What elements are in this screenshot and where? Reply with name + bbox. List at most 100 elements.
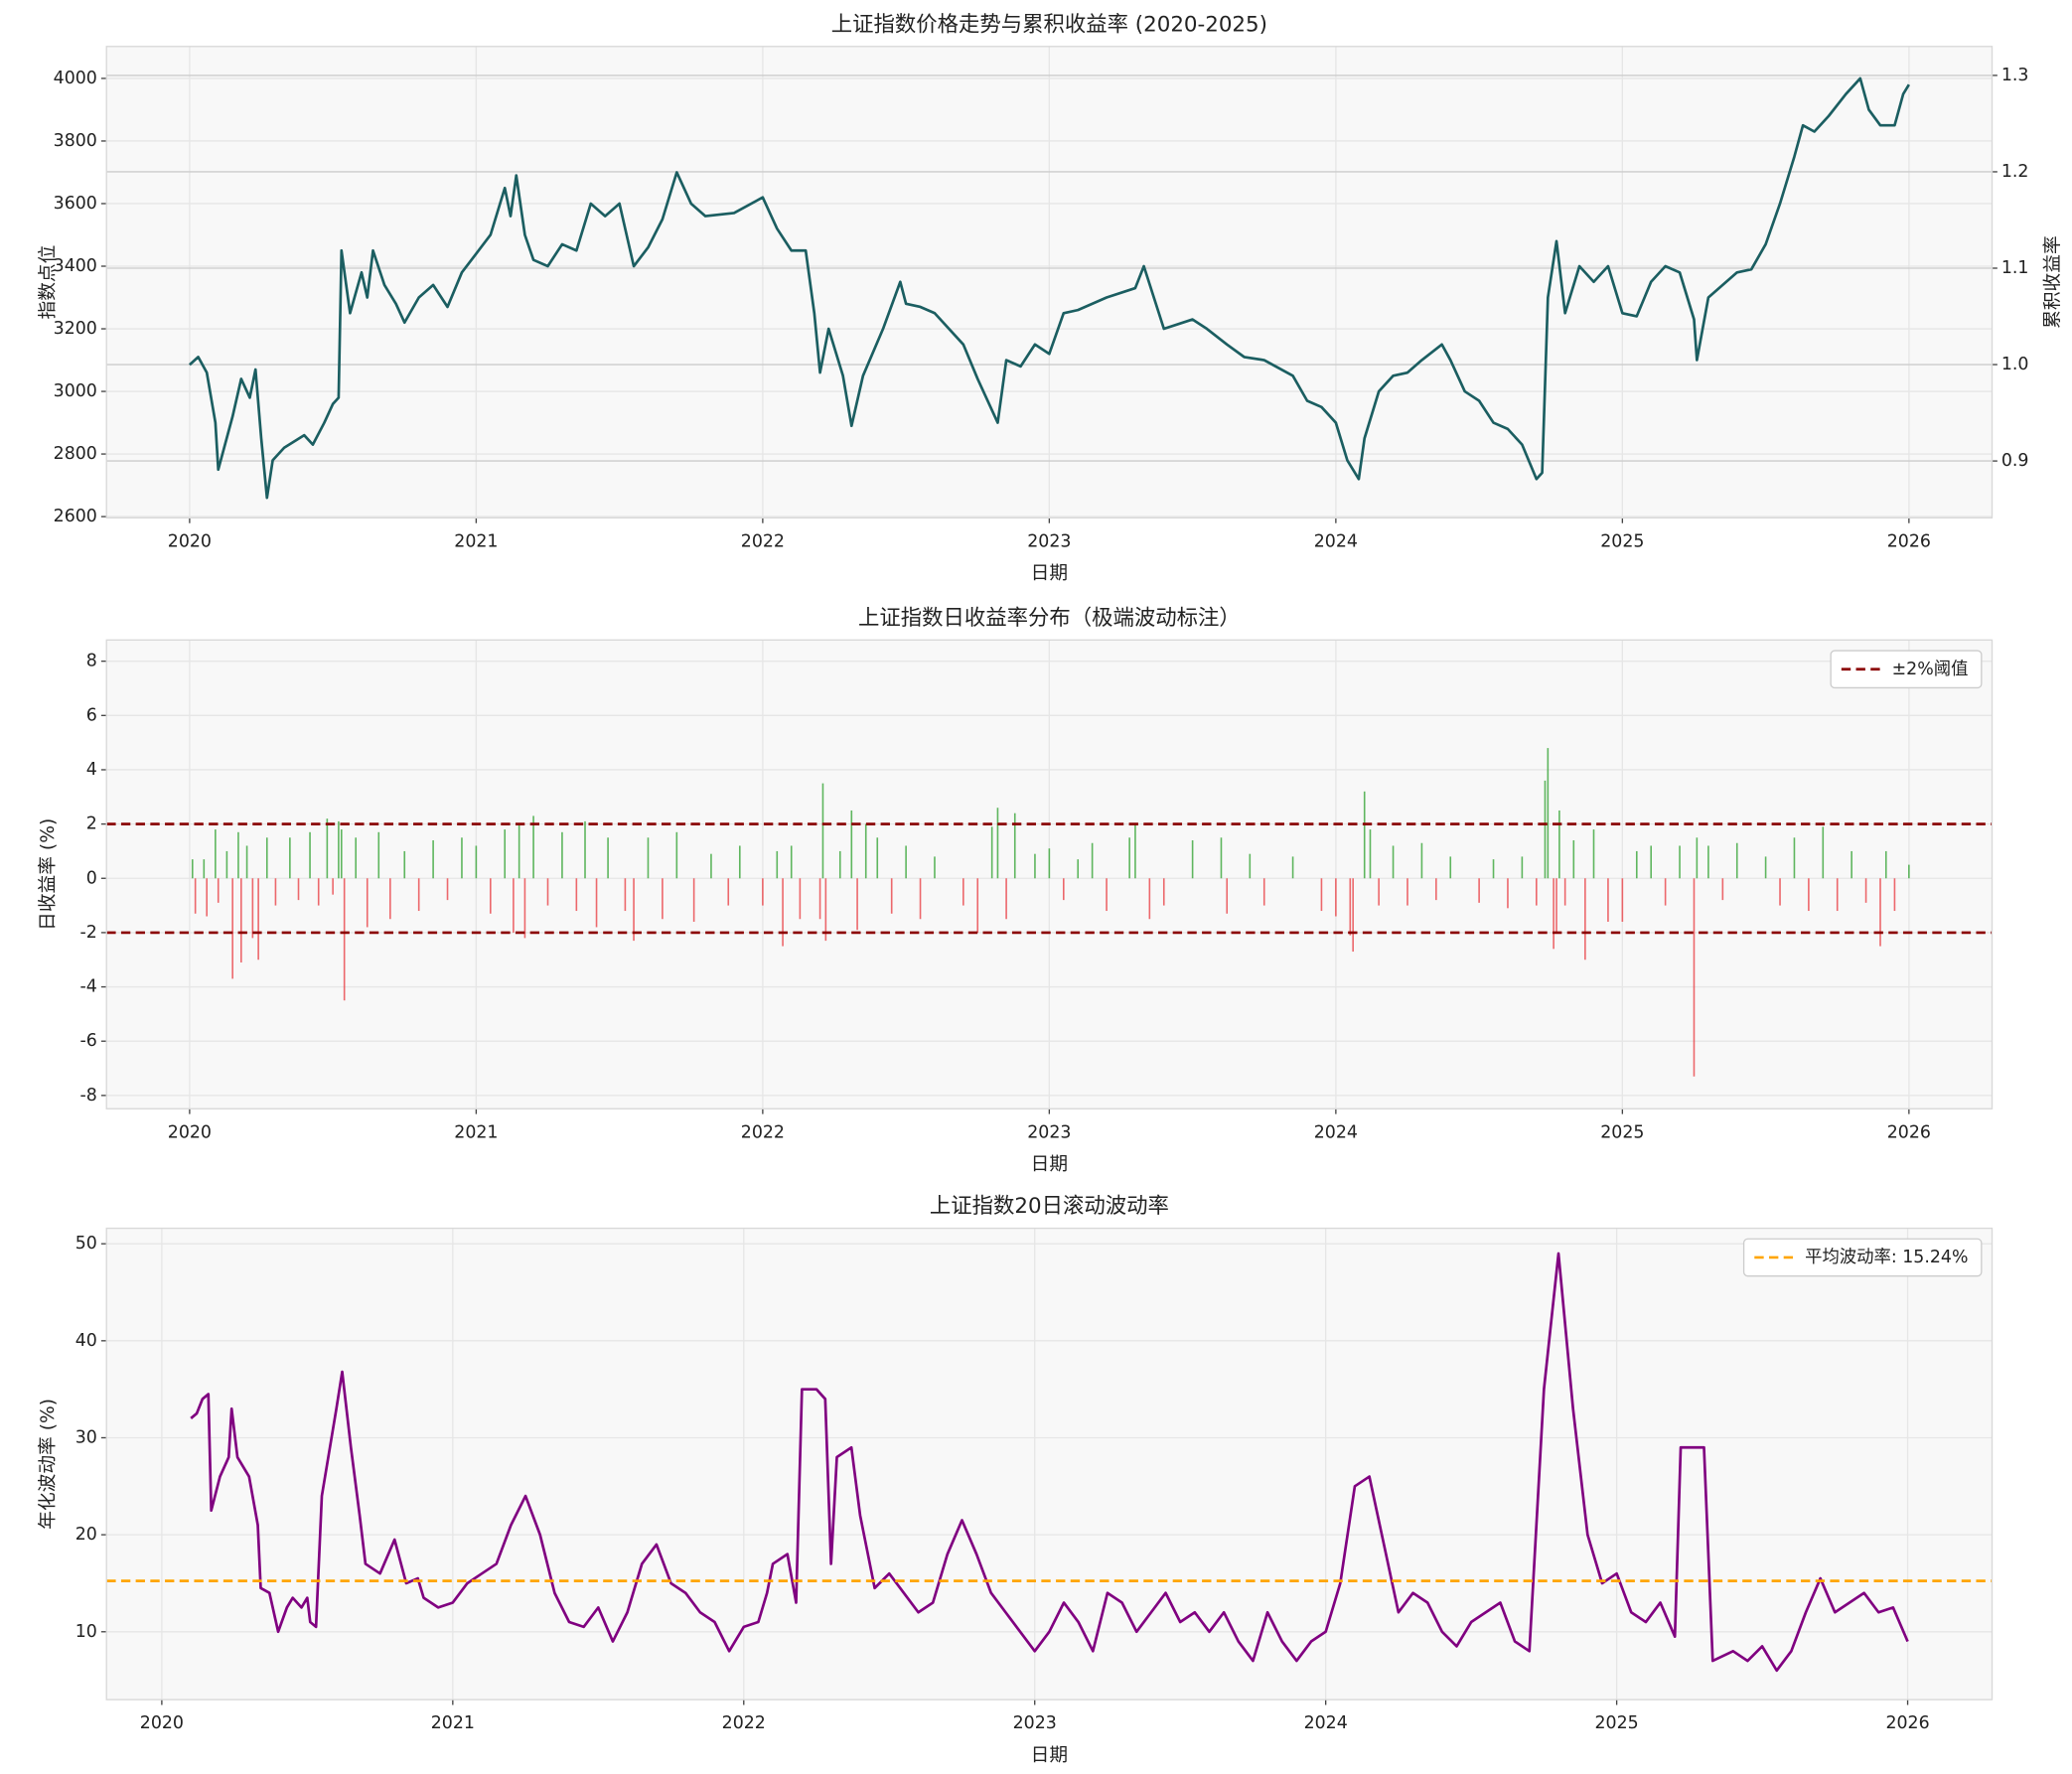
return-bar xyxy=(584,820,586,879)
return-bar xyxy=(403,850,406,879)
y-tick-label: -2 xyxy=(80,923,97,943)
return-bar xyxy=(905,845,907,879)
y-tick-label: 3400 xyxy=(54,256,97,276)
return-bar xyxy=(675,831,678,879)
x-axis-label: 日期 xyxy=(1031,563,1068,584)
plot-frame xyxy=(105,1227,1994,1700)
y-tick-label: -8 xyxy=(80,1086,97,1106)
chart-title: 上证指数20日滚动波动率 xyxy=(930,1194,1169,1219)
return-bar xyxy=(824,878,827,942)
return-bar xyxy=(607,837,609,879)
return-bar xyxy=(338,820,340,879)
return-bar xyxy=(838,850,841,879)
return-bar xyxy=(1005,878,1007,920)
return-bar xyxy=(633,878,635,942)
return-bar xyxy=(1034,853,1036,879)
return-bar xyxy=(1864,878,1867,903)
return-bar xyxy=(340,829,343,879)
return-bar xyxy=(225,850,228,879)
return-bar xyxy=(432,840,434,879)
return-bar xyxy=(194,878,197,914)
y-tick-label: 3000 xyxy=(54,381,97,401)
legend-box xyxy=(1742,1238,1983,1277)
x-axis-label: 日期 xyxy=(1031,1154,1068,1175)
return-bar xyxy=(1650,845,1653,879)
chart-title: 上证指数价格走势与累积收益率 (2020-2025) xyxy=(831,12,1267,37)
return-bar xyxy=(355,837,358,879)
return-bar xyxy=(1592,829,1595,879)
return-bar xyxy=(1808,878,1810,912)
return-bar xyxy=(692,878,695,922)
return-bar xyxy=(513,878,515,933)
x-tick-label: 2020 xyxy=(140,1713,184,1733)
return-bar xyxy=(257,878,259,961)
return-bar xyxy=(332,878,334,895)
y-tick-label: -6 xyxy=(80,1031,97,1051)
return-bar xyxy=(1696,837,1699,879)
return-bar xyxy=(776,850,779,879)
return-bar xyxy=(876,837,879,879)
return-bar xyxy=(1449,856,1452,879)
plot-frame xyxy=(105,639,1994,1109)
x-tick-label: 2022 xyxy=(741,1122,785,1142)
return-bar xyxy=(856,878,858,931)
return-bar xyxy=(1369,829,1372,879)
y2-tick-label: 1.2 xyxy=(2001,162,2029,182)
return-bar xyxy=(309,831,311,879)
return-bar xyxy=(215,829,217,879)
y-tick-label: 4000 xyxy=(54,69,97,88)
return-bar xyxy=(1621,878,1624,922)
return-bar xyxy=(1134,823,1136,879)
return-bar xyxy=(245,845,248,879)
x-axis-label: 日期 xyxy=(1031,1745,1068,1766)
return-bar xyxy=(1764,856,1767,879)
y-tick-label: 10 xyxy=(75,1622,97,1642)
legend-label: ±2%阈值 xyxy=(1892,660,1969,679)
plot-frame xyxy=(105,46,1994,519)
return-bar xyxy=(1226,878,1229,914)
y-tick-label: 6 xyxy=(86,705,97,725)
return-bar xyxy=(1062,878,1065,901)
return-bar xyxy=(575,878,578,912)
return-bar xyxy=(595,878,598,928)
y-tick-label: 4 xyxy=(86,760,97,780)
return-bar xyxy=(1908,864,1910,879)
return-bar xyxy=(1349,878,1352,936)
chart-title: 上证指数日收益率分布（极端波动标注） xyxy=(858,606,1241,631)
x-tick-label: 2026 xyxy=(1887,531,1931,551)
return-bar xyxy=(996,808,999,879)
return-bar xyxy=(1553,878,1554,950)
return-bar xyxy=(1544,780,1547,879)
return-bar xyxy=(343,878,346,1001)
return-bar xyxy=(251,878,254,939)
return-bar xyxy=(1584,878,1586,961)
legend: 平均波动率: 15.24% xyxy=(1742,1238,1983,1277)
return-bar xyxy=(1693,878,1696,1077)
return-bar xyxy=(317,878,320,906)
line-series xyxy=(190,1252,1909,1673)
return-bar xyxy=(864,823,867,879)
return-bar xyxy=(1420,842,1423,879)
return-bar xyxy=(389,878,391,920)
y-tick-label: 50 xyxy=(75,1234,97,1254)
return-bar xyxy=(1162,878,1165,906)
return-bar xyxy=(1492,859,1495,879)
x-tick-label: 2024 xyxy=(1314,531,1358,551)
return-bar xyxy=(1635,850,1638,879)
return-bar xyxy=(475,845,478,879)
x-tick-label: 2020 xyxy=(168,1122,212,1142)
return-bar xyxy=(710,853,712,879)
return-bar xyxy=(1558,810,1560,879)
return-bar xyxy=(850,810,853,879)
return-bar xyxy=(1679,845,1681,879)
return-bar xyxy=(1793,837,1796,879)
return-bar xyxy=(461,837,463,879)
return-bar xyxy=(1077,859,1080,879)
return-bar xyxy=(1507,878,1509,909)
return-bar xyxy=(1478,878,1480,903)
return-bar xyxy=(532,815,534,879)
return-bar xyxy=(206,878,208,917)
return-bar xyxy=(1320,878,1323,912)
x-tick-label: 2025 xyxy=(1600,531,1644,551)
